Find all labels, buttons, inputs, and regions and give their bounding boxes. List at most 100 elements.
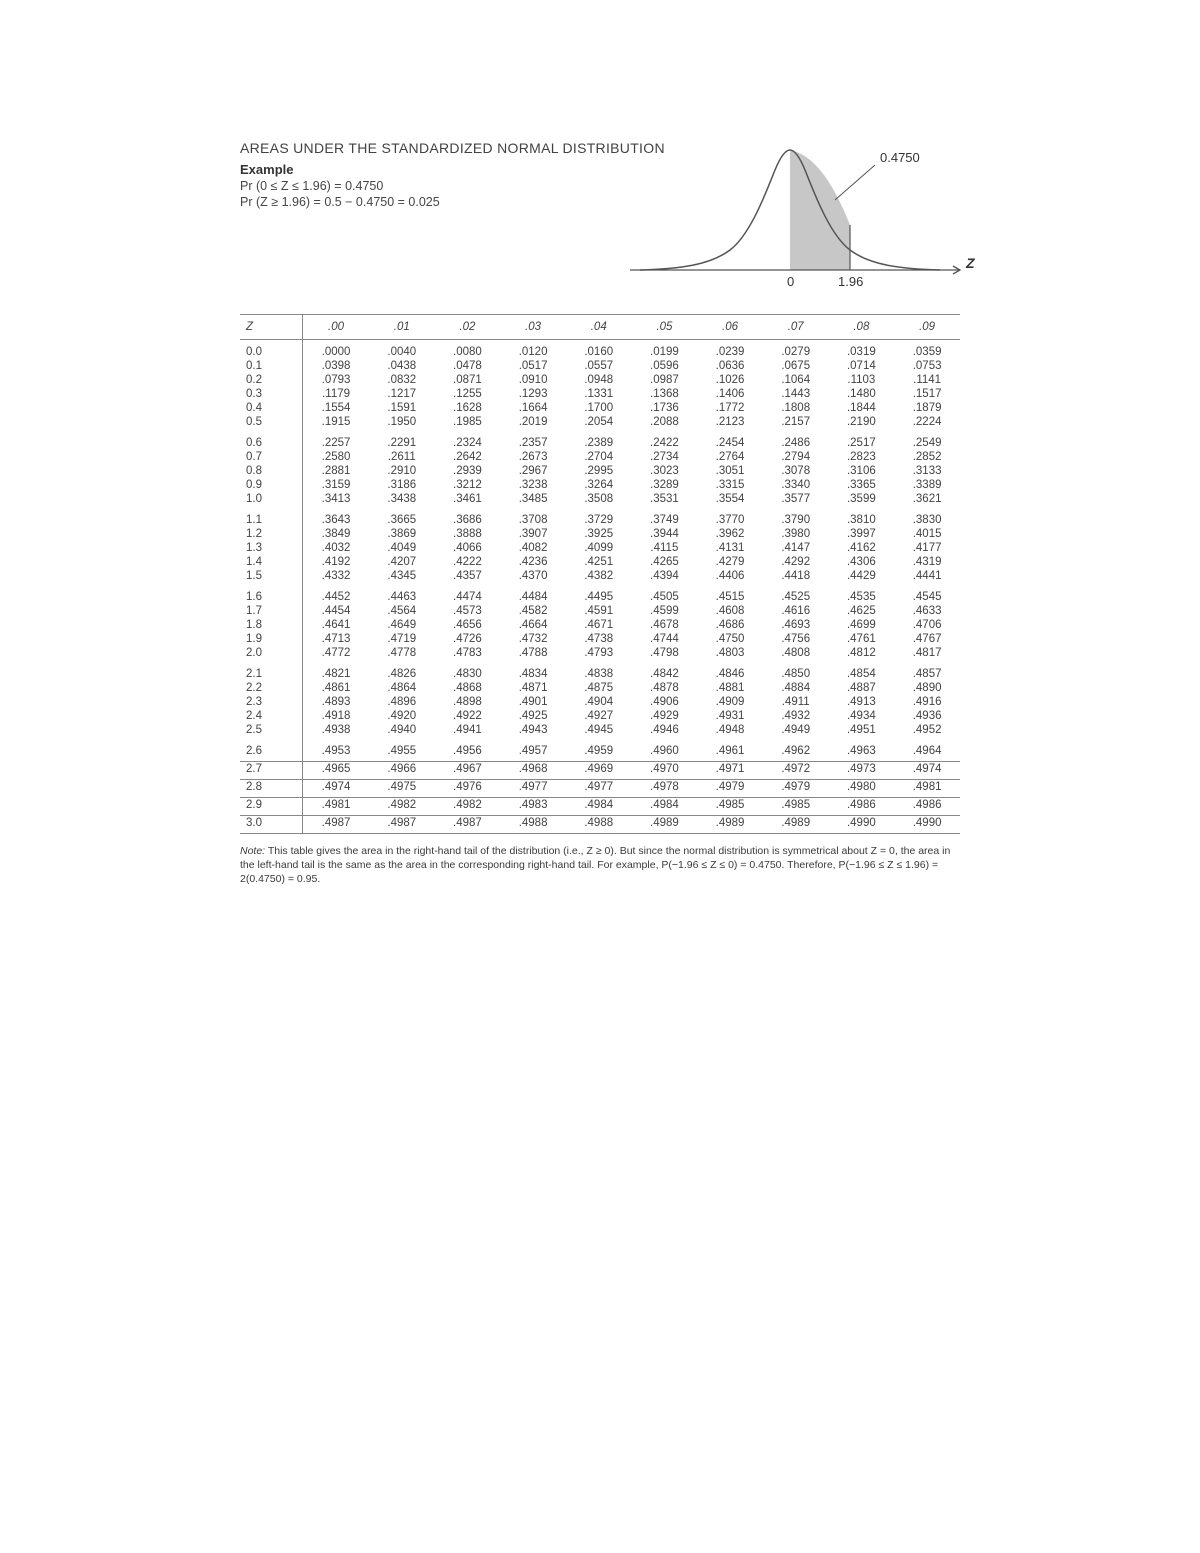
table-cell: .3997 [829,527,895,541]
table-cell: .4207 [369,555,435,569]
table-cell: .4864 [369,681,435,695]
table-cell: .4952 [894,723,960,737]
table-cell: .4535 [829,583,895,604]
table-cell: .3888 [435,527,501,541]
table-cell: .2734 [632,450,698,464]
z-row-label: 0.5 [240,415,303,429]
table-cell: .4977 [500,780,566,798]
table-cell: .4306 [829,555,895,569]
table-cell: .4495 [566,583,632,604]
table-cell: .4798 [632,646,698,660]
table-row: 0.1.0398.0438.0478.0517.0557.0596.0636.0… [240,359,960,373]
table-cell: .4916 [894,695,960,709]
table-cell: .4868 [435,681,501,695]
table-cell: .4418 [763,569,829,583]
table-cell: .2454 [697,429,763,450]
table-cell: .2580 [303,450,369,464]
table-cell: .3621 [894,492,960,506]
table-cell: .2019 [500,415,566,429]
note-text: This table gives the area in the right-h… [240,845,950,885]
table-cell: .0596 [632,359,698,373]
table-cell: .1217 [369,387,435,401]
table-cell: .1879 [894,401,960,415]
column-header: .03 [500,315,566,340]
table-cell: .1293 [500,387,566,401]
table-cell: .3729 [566,506,632,527]
z-row-label: 1.7 [240,604,303,618]
table-cell: .4953 [303,737,369,762]
table-cell: .0000 [303,340,369,360]
table-cell: .4956 [435,737,501,762]
table-cell: .2995 [566,464,632,478]
z-axis-label: Z [965,255,975,271]
z-row-label: 2.0 [240,646,303,660]
table-cell: .4887 [829,681,895,695]
table-cell: .0040 [369,340,435,360]
table-cell: .4940 [369,723,435,737]
table-cell: .3508 [566,492,632,506]
table-cell: .1591 [369,401,435,415]
table-cell: .3051 [697,464,763,478]
table-cell: .4881 [697,681,763,695]
table-cell: .0517 [500,359,566,373]
table-row: 1.5.4332.4345.4357.4370.4382.4394.4406.4… [240,569,960,583]
table-cell: .4974 [303,780,369,798]
table-cell: .1985 [435,415,501,429]
table-cell: .4979 [697,780,763,798]
table-cell: .3438 [369,492,435,506]
table-cell: .3944 [632,527,698,541]
table-cell: .4454 [303,604,369,618]
table-cell: .4988 [500,816,566,834]
table-cell: .2704 [566,450,632,464]
table-cell: .0675 [763,359,829,373]
table-cell: .4901 [500,695,566,709]
table-cell: .3212 [435,478,501,492]
table-cell: .4082 [500,541,566,555]
table-cell: .1480 [829,387,895,401]
table-cell: .2611 [369,450,435,464]
table-cell: .4911 [763,695,829,709]
table-cell: .4826 [369,660,435,681]
table-cell: .2852 [894,450,960,464]
table-row: 0.2.0793.0832.0871.0910.0948.0987.1026.1… [240,373,960,387]
table-cell: .3106 [829,464,895,478]
table-cell: .1064 [763,373,829,387]
table-cell: .4896 [369,695,435,709]
table-cell: .4750 [697,632,763,646]
table-cell: .4131 [697,541,763,555]
table-cell: .4671 [566,618,632,632]
table-cell: .3078 [763,464,829,478]
shaded-area [790,150,850,270]
table-cell: .4893 [303,695,369,709]
table-cell: .4977 [566,780,632,798]
table-cell: .1103 [829,373,895,387]
table-cell: .4946 [632,723,698,737]
table-cell: .4772 [303,646,369,660]
table-cell: .4936 [894,709,960,723]
table-row: 0.4.1554.1591.1628.1664.1700.1736.1772.1… [240,401,960,415]
table-cell: .4850 [763,660,829,681]
table-cell: .4985 [697,798,763,816]
table-cell: .4515 [697,583,763,604]
table-cell: .4738 [566,632,632,646]
table-cell: .0398 [303,359,369,373]
normal-curve-diagram: 0.4750 Z 0 1.96 [620,110,980,300]
table-cell: .4545 [894,583,960,604]
table-cell: .4778 [369,646,435,660]
table-cell: .0478 [435,359,501,373]
table-row: 0.7.2580.2611.2642.2673.2704.2734.2764.2… [240,450,960,464]
table-cell: .4292 [763,555,829,569]
table-cell: .4625 [829,604,895,618]
table-cell: .4429 [829,569,895,583]
table-row: 2.0.4772.4778.4783.4788.4793.4798.4803.4… [240,646,960,660]
table-row: 1.8.4641.4649.4656.4664.4671.4678.4686.4… [240,618,960,632]
table-row-group: 2.1.4821.4826.4830.4834.4838.4842.4846.4… [240,660,960,737]
table-cell: .2673 [500,450,566,464]
z-row-label: 2.5 [240,723,303,737]
table-row: 2.4.4918.4920.4922.4925.4927.4929.4931.4… [240,709,960,723]
table-row-group: 0.0.0000.0040.0080.0120.0160.0199.0239.0… [240,340,960,430]
table-cell: .4949 [763,723,829,737]
table-cell: .3980 [763,527,829,541]
table-cell: .4984 [632,798,698,816]
table-cell: .4382 [566,569,632,583]
